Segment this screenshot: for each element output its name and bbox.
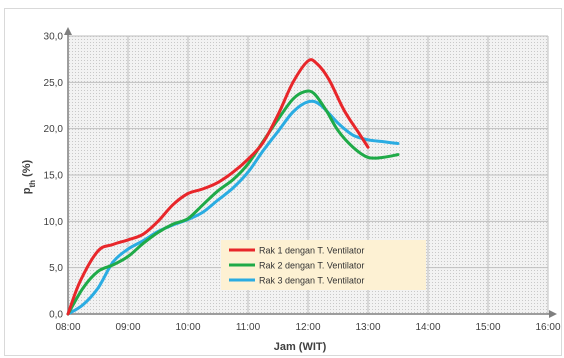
y-axis-title: pth (%) [21, 159, 37, 194]
x-tick-label: 08:00 [55, 322, 80, 333]
y-tick-label: 15,0 [44, 171, 64, 182]
x-tick-label: 15:00 [475, 322, 500, 333]
x-tick-label: 13:00 [355, 322, 380, 333]
series-lines [66, 58, 400, 316]
y-axis-title-sub: th [28, 180, 37, 188]
x-tick-label: 12:00 [295, 322, 320, 333]
y-tick-label: 10,0 [44, 217, 64, 228]
x-tick-label: 16:00 [535, 322, 560, 333]
x-tick-label: 10:00 [175, 322, 200, 333]
series-line-3 [66, 99, 400, 316]
x-axis-title: Jam (WIT) [274, 341, 327, 353]
x-tick-label: 14:00 [415, 322, 440, 333]
legend-box [221, 240, 426, 290]
y-tick-label: 5,0 [49, 263, 63, 274]
y-axis-arrow-icon [64, 27, 72, 35]
series-line-2 [66, 89, 400, 316]
tick-labels: 0,0 5,0 10,0 15,0 20,0 25,0 30,0 08:00 09:00 10:0… [44, 32, 561, 334]
y-tick-label: 25,0 [44, 78, 64, 89]
series-line-1 [66, 58, 370, 316]
grid-lines [68, 35, 549, 314]
axes [64, 27, 557, 318]
x-tick-label: 09:00 [115, 322, 140, 333]
y-axis-title-unit: (%) [21, 159, 33, 180]
legend: Rak 1 dengan T. Ventilator Rak 2 dengan T… [221, 240, 426, 290]
legend-label-1: Rak 1 dengan T. Ventilator [259, 246, 364, 256]
y-tick-label: 20,0 [44, 124, 64, 135]
x-axis-arrow-icon [549, 310, 557, 318]
y-tick-label: 0,0 [49, 310, 63, 321]
y-axis-title-main: p [21, 187, 33, 194]
legend-label-2: Rak 2 dengan T. Ventilator [259, 261, 364, 271]
y-tick-label: 30,0 [44, 32, 64, 43]
x-tick-label: 11:00 [236, 322, 261, 333]
legend-label-3: Rak 3 dengan T. Ventilator [259, 276, 364, 286]
